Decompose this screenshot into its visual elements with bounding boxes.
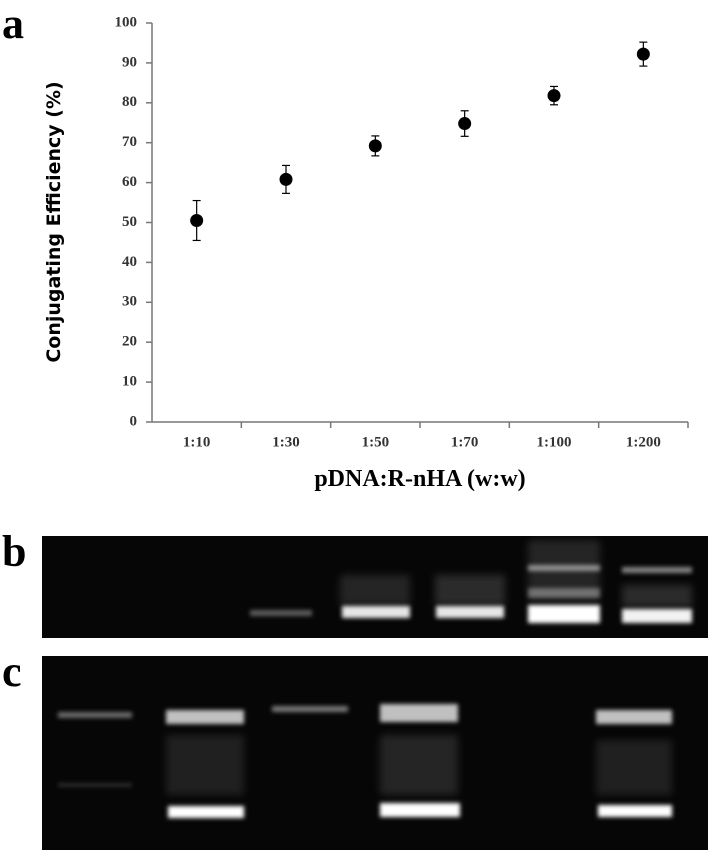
data-point (279, 172, 293, 186)
gel-smear (380, 735, 458, 795)
gel-band (436, 606, 504, 618)
data-point (458, 117, 472, 131)
y-tick-label: 80 (122, 94, 137, 110)
gel-band (272, 706, 348, 712)
gel-band (528, 605, 600, 623)
gel-smear (622, 585, 692, 607)
y-tick-label: 60 (122, 174, 137, 190)
gel-smear (435, 575, 505, 605)
gel-band (598, 805, 672, 817)
x-tick-label: 1:200 (626, 434, 661, 450)
y-tick-label: 50 (122, 214, 137, 230)
gel-band (166, 710, 244, 724)
y-tick-label: 0 (130, 413, 138, 429)
x-tick-label: 1:70 (451, 434, 479, 450)
gel-smear (340, 575, 410, 605)
gel-image (42, 536, 708, 850)
panel-label: a (2, 0, 24, 48)
data-point (190, 214, 204, 228)
gel-smear (596, 740, 672, 795)
gel-band (622, 609, 692, 623)
y-tick-label: 10 (122, 374, 137, 390)
gel-band (58, 712, 132, 718)
data-point (547, 89, 561, 103)
x-axis-title: pDNA:R-nHA (w:w) (314, 466, 525, 492)
data-point (636, 47, 650, 61)
gel-band (168, 806, 244, 818)
gel-band (596, 710, 672, 724)
y-tick-label: 20 (122, 334, 137, 350)
x-tick-label: 1:30 (272, 434, 300, 450)
gel-band (380, 704, 458, 722)
gel-smear (528, 540, 600, 600)
x-tick-label: 1:50 (362, 434, 390, 450)
gel-band (58, 783, 132, 787)
y-tick-label: 30 (122, 294, 137, 310)
panel-label: b (2, 527, 26, 576)
gel-band (622, 567, 692, 573)
x-tick-label: 1:100 (537, 434, 572, 450)
gel-band (342, 606, 410, 618)
gel-band (250, 610, 312, 616)
x-tick-label: 1:10 (183, 434, 211, 450)
y-axis-title: Conjugating Efficiency (%) (43, 81, 65, 362)
panel-label: c (2, 647, 22, 696)
data-point (368, 139, 382, 153)
y-tick-label: 40 (122, 254, 137, 270)
y-tick-label: 100 (115, 14, 138, 30)
gel-smear (166, 735, 244, 795)
y-tick-label: 90 (122, 54, 137, 70)
gel-band (380, 803, 460, 817)
y-tick-label: 70 (122, 134, 137, 150)
